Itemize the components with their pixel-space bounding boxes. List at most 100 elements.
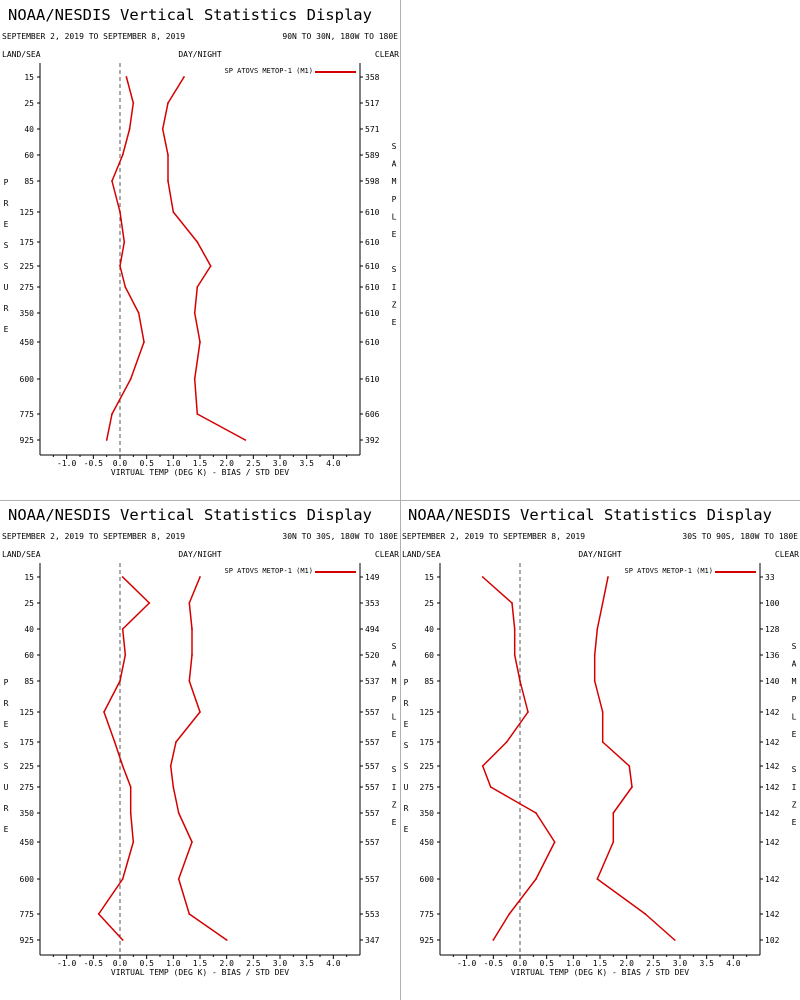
panel-top-left: NOAA/NESDIS Vertical Statistics Display S…	[0, 0, 400, 500]
sample-size-label: 142	[765, 738, 780, 747]
date-range: SEPTEMBER 2, 2019 TO SEPTEMBER 8, 2019	[2, 32, 185, 41]
std-dev-point	[188, 913, 191, 915]
day-night-label: DAY/NIGHT	[178, 50, 222, 59]
sample-size-label: 140	[765, 677, 780, 686]
std-dev-point	[593, 680, 596, 682]
sample-size-label: 557	[365, 838, 380, 847]
pressure-tick-label: 275	[20, 783, 35, 792]
sample-size-vertical-letter: A	[392, 660, 397, 669]
sample-size-vertical-letter: E	[392, 230, 397, 239]
chart-title: NOAA/NESDIS Vertical Statistics Display	[8, 6, 372, 24]
sample-size-label: 557	[365, 783, 380, 792]
sample-size-label: 557	[365, 875, 380, 884]
pressure-tick-label: 60	[24, 151, 34, 160]
pressure-tick-label: 275	[420, 783, 435, 792]
sample-size-label: 142	[765, 762, 780, 771]
sample-size-vertical-letter: Z	[392, 300, 397, 309]
pressure-tick-label: 600	[20, 875, 35, 884]
clear-label: CLEAR	[375, 50, 399, 59]
pressure-tick-label: 450	[20, 338, 35, 347]
pressure-vertical-letter: R	[4, 304, 9, 313]
bias-point	[119, 265, 121, 267]
std-dev-point	[244, 439, 247, 441]
bias-point	[505, 741, 508, 743]
x-axis-label: VIRTUAL TEMP (DEG K) - BIAS / STD DEV	[111, 968, 289, 977]
x-tick-label: 3.5	[299, 959, 314, 968]
std-dev-point	[225, 939, 228, 941]
x-tick-label: 1.0	[566, 959, 581, 968]
pressure-tick-label: 600	[420, 875, 435, 884]
sample-size-label: 517	[365, 99, 380, 108]
pressure-vertical-letter: R	[4, 804, 9, 813]
pressure-tick-label: 60	[24, 651, 34, 660]
std-dev-point	[191, 654, 193, 656]
legend-label: SP ATOVS METOP-1 (M1)	[224, 67, 313, 75]
sample-size-label: 589	[365, 151, 380, 160]
bias-point	[137, 312, 140, 314]
x-tick-label: 1.5	[193, 959, 208, 968]
bias-point	[492, 939, 495, 941]
sample-size-label: 142	[765, 708, 780, 717]
x-tick-label: 4.0	[726, 959, 741, 968]
x-tick-label: 4.0	[326, 459, 341, 468]
std-dev-point	[167, 102, 169, 104]
pressure-tick-label: 85	[24, 177, 34, 186]
day-night-label: DAY/NIGHT	[178, 550, 222, 559]
bias-point	[124, 654, 127, 656]
std-dev-point	[612, 812, 615, 814]
bias-point	[97, 913, 100, 915]
pressure-vertical-letter: E	[4, 325, 9, 334]
pressure-tick-label: 85	[24, 677, 34, 686]
std-dev-point	[191, 628, 193, 630]
x-tick-label: 3.0	[273, 959, 288, 968]
std-dev-point	[596, 628, 599, 630]
x-axis-label: VIRTUAL TEMP (DEG K) - BIAS / STD DEV	[111, 468, 289, 477]
pressure-vertical-letter: P	[404, 678, 409, 687]
x-tick-label: 3.5	[299, 459, 314, 468]
sample-size-vertical-letter: M	[392, 177, 397, 186]
sample-size-vertical-letter: P	[792, 695, 797, 704]
std-dev-point	[172, 786, 175, 788]
x-tick-label: 0.0	[113, 459, 128, 468]
x-tick-label: 0.5	[139, 459, 154, 468]
std-dev-series-line	[161, 76, 246, 441]
pressure-tick-label: 225	[420, 762, 435, 771]
std-dev-point	[191, 841, 193, 843]
x-tick-label: 1.5	[193, 459, 208, 468]
std-dev-point	[193, 312, 196, 314]
sample-size-label: 128	[765, 625, 780, 634]
sample-size-label: 557	[365, 762, 380, 771]
pressure-tick-label: 25	[24, 99, 34, 108]
bias-point	[121, 878, 124, 880]
pressure-tick-label: 175	[420, 738, 435, 747]
sample-size-label: 100	[765, 599, 780, 608]
bias-point	[124, 286, 127, 288]
bias-point	[119, 680, 121, 682]
sample-size-label: 537	[365, 677, 380, 686]
pressure-vertical-letter: P	[4, 678, 9, 687]
pressure-tick-label: 925	[20, 936, 35, 945]
sample-size-vertical-letter: A	[792, 660, 797, 669]
pressure-tick-label: 350	[20, 309, 35, 318]
sample-size-label: 610	[365, 208, 380, 217]
bias-point	[535, 812, 537, 814]
pressure-tick-label: 225	[20, 762, 35, 771]
pressure-tick-label: 925	[420, 936, 435, 945]
horizontal-divider	[0, 500, 800, 501]
pressure-tick-label: 125	[20, 208, 35, 217]
bias-point	[121, 765, 124, 767]
bias-point	[129, 812, 132, 814]
bias-point	[513, 654, 516, 656]
pressure-tick-label: 40	[24, 625, 34, 634]
sample-size-vertical-letter: P	[392, 195, 397, 204]
day-night-label: DAY/NIGHT	[578, 550, 622, 559]
pressure-vertical-letter: P	[4, 178, 9, 187]
region-label: 30S TO 90S, 180W TO 180E	[682, 532, 798, 541]
bias-point	[113, 741, 116, 743]
bias-point	[132, 841, 135, 843]
sample-size-vertical-letter: S	[392, 642, 397, 651]
clear-label: CLEAR	[775, 550, 799, 559]
bias-point	[535, 878, 537, 880]
land-sea-label: LAND/SEA	[402, 550, 441, 559]
sample-size-label: 610	[365, 375, 380, 384]
